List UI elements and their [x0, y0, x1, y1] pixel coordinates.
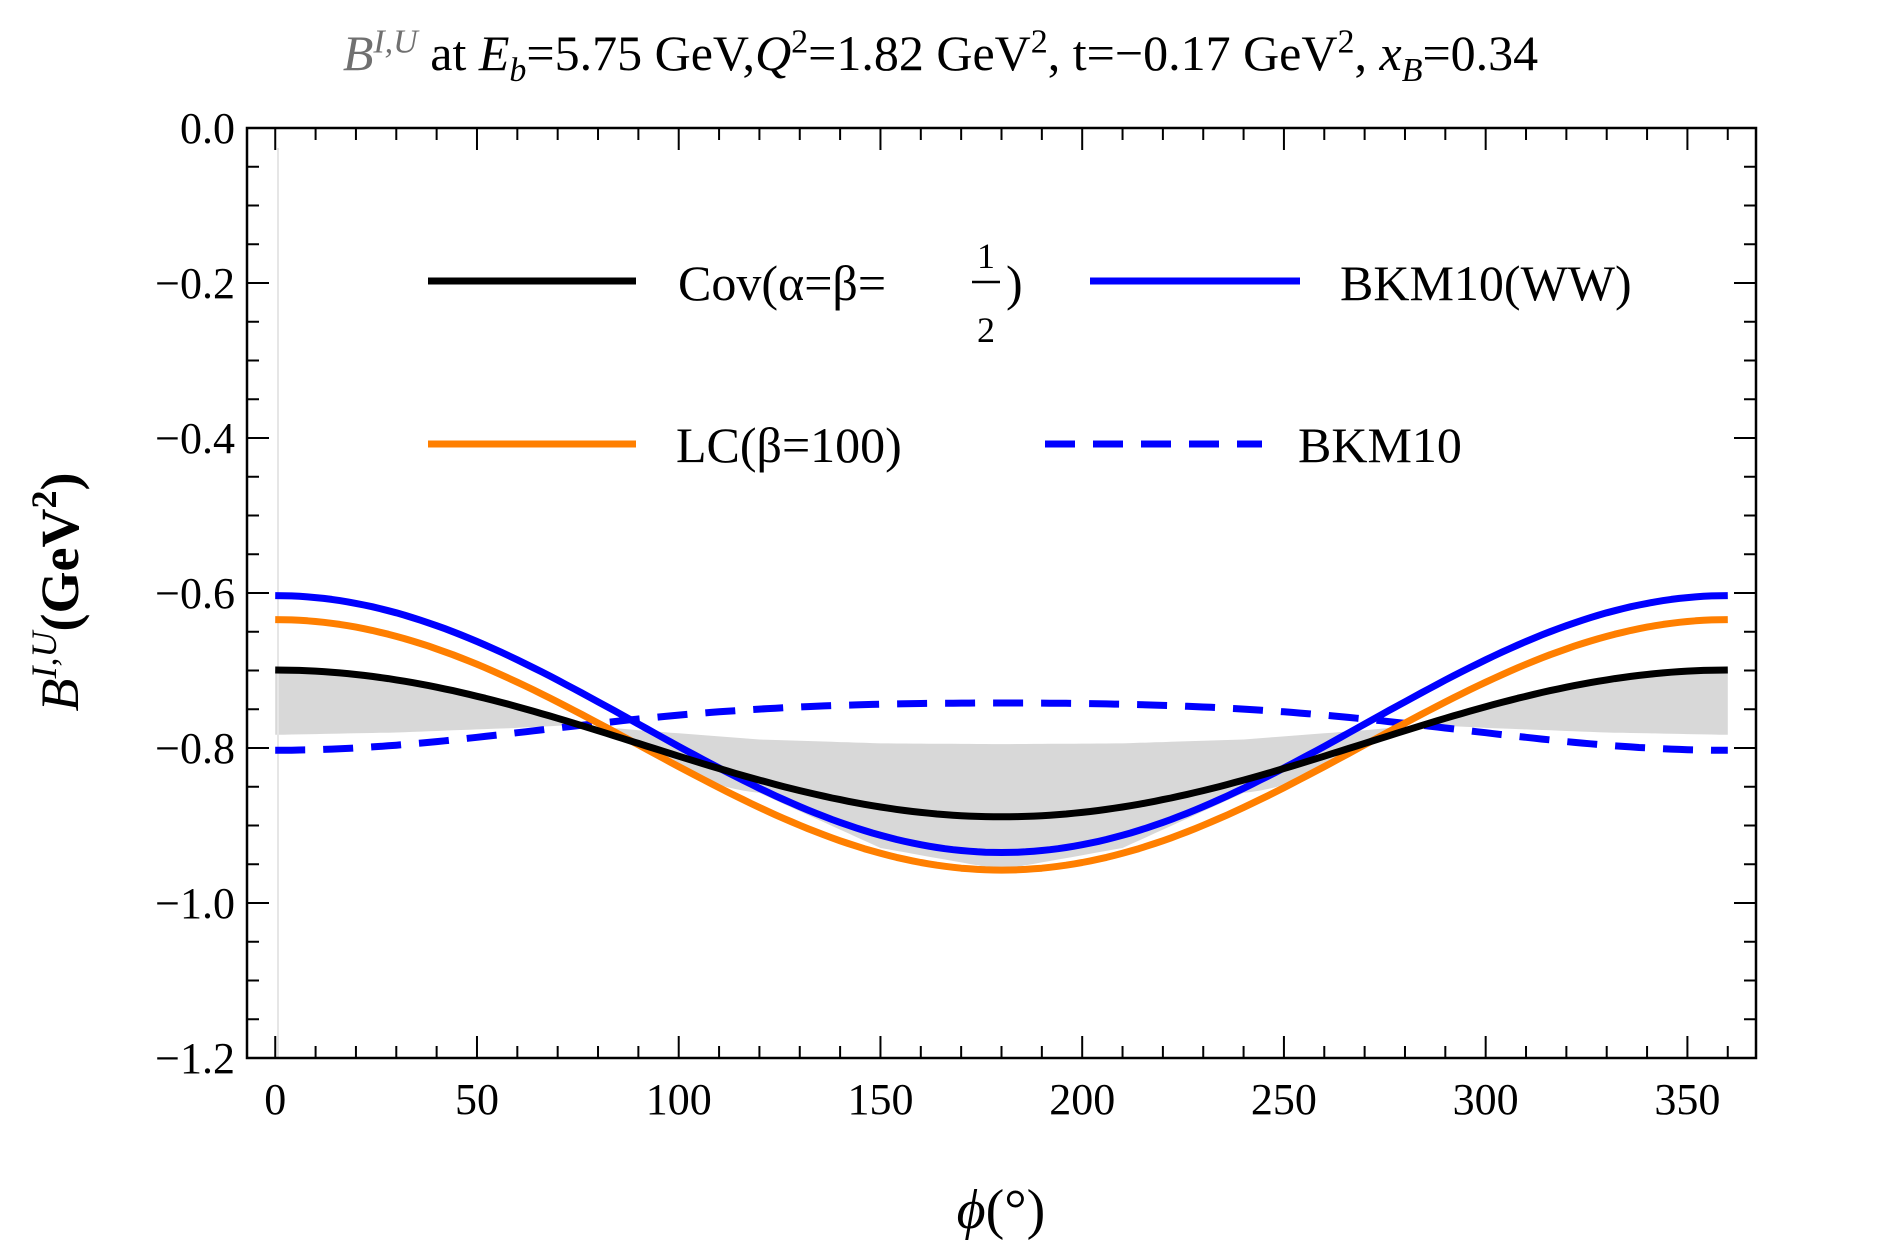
legend-label-bkm10: BKM10 [1298, 417, 1462, 473]
title-text: at Eb=5.75 GeV,Q2=1.82 GeV2, t=−0.17 GeV… [430, 23, 1539, 89]
series-line-lc-100 [275, 616, 1728, 874]
legend-label-lc: LC(β=100) [676, 417, 902, 473]
legend-label-bkm10ww: BKM10(WW) [1340, 255, 1632, 311]
y-tick-label: −0.6 [155, 569, 235, 618]
x-tick-label: 100 [646, 1075, 712, 1124]
series-line-cov-1-2 [275, 666, 1728, 821]
uncertainty-band [275, 670, 1728, 870]
ticks-layer [247, 127, 1756, 1059]
series-line-bkm10-ww [275, 592, 1728, 856]
band-layer [275, 670, 1728, 870]
series-line-bkm10 [275, 699, 1728, 754]
x-tick-labels: 0 50 100 150 200 250 300 350 [264, 1075, 1720, 1124]
y-tick-label: −1.0 [155, 879, 235, 928]
x-tick-label: 150 [847, 1075, 913, 1124]
series-layer [275, 592, 1728, 874]
y-tick-label: −0.4 [155, 414, 235, 463]
y-tick-labels: 0.0 −0.2 −0.4 −0.6 −0.8 −1.0 −1.2 [155, 104, 235, 1083]
chart-title: BI,U at Eb=5.75 GeV,Q2=1.82 GeV2, t=−0.1… [0, 2, 1881, 89]
legend: Cov(α=β= 1 2 ) BKM10(WW) LC(β=100) BKM10 [428, 236, 1632, 473]
x-tick-label: 50 [455, 1075, 499, 1124]
x-tick-label: 300 [1453, 1075, 1519, 1124]
x-tick-label: 350 [1654, 1075, 1720, 1124]
y-tick-label: −0.8 [155, 724, 235, 773]
y-tick-label: 0.0 [180, 104, 235, 153]
legend-frac-num: 1 [977, 236, 995, 276]
legend-frac-den: 2 [977, 310, 995, 350]
y-axis-label: BI,U(GeV2) [24, 473, 90, 712]
x-axis-label: ϕ(°) [957, 1179, 1046, 1241]
legend-close-paren: ) [1006, 255, 1023, 311]
y-tick-label: −0.2 [155, 259, 235, 308]
y-tick-label: −1.2 [155, 1034, 235, 1083]
legend-label-cov: Cov(α=β= [678, 255, 886, 311]
title-symbol: BI,U [342, 23, 418, 81]
x-tick-label: 250 [1251, 1075, 1317, 1124]
x-tick-label: 0 [264, 1075, 286, 1124]
x-tick-label: 200 [1049, 1075, 1115, 1124]
